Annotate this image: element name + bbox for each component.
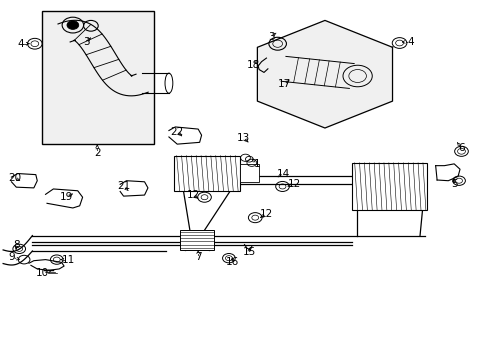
Text: 9: 9 bbox=[8, 252, 15, 262]
Bar bbox=[42, 12, 154, 144]
Text: 4: 4 bbox=[406, 37, 413, 47]
Text: 18: 18 bbox=[246, 59, 259, 69]
Text: 14: 14 bbox=[276, 168, 289, 179]
Text: 6: 6 bbox=[457, 143, 464, 153]
Text: 3: 3 bbox=[82, 37, 89, 47]
Text: 2: 2 bbox=[94, 148, 101, 158]
Bar bbox=[180, 230, 214, 250]
Text: 10: 10 bbox=[36, 268, 49, 278]
Polygon shape bbox=[168, 127, 201, 144]
Text: 12: 12 bbox=[287, 179, 300, 189]
Text: 11: 11 bbox=[61, 255, 75, 265]
Polygon shape bbox=[120, 181, 148, 196]
Polygon shape bbox=[257, 21, 392, 128]
Text: 19: 19 bbox=[60, 192, 73, 202]
Bar bbox=[173, 156, 239, 192]
Bar bbox=[239, 164, 259, 182]
Text: 22: 22 bbox=[170, 127, 183, 136]
Text: 15: 15 bbox=[242, 247, 256, 257]
Text: 7: 7 bbox=[194, 252, 201, 262]
Bar bbox=[351, 163, 427, 211]
Polygon shape bbox=[45, 189, 82, 208]
Polygon shape bbox=[11, 174, 37, 188]
Text: 12: 12 bbox=[259, 209, 272, 219]
Circle shape bbox=[67, 21, 79, 30]
Text: 3: 3 bbox=[267, 32, 274, 41]
Text: 12: 12 bbox=[186, 190, 200, 200]
Text: 17: 17 bbox=[277, 79, 290, 89]
Polygon shape bbox=[29, 260, 64, 270]
Text: 20: 20 bbox=[8, 173, 21, 183]
Text: 16: 16 bbox=[225, 257, 239, 267]
Text: 1: 1 bbox=[253, 159, 260, 169]
Text: 13: 13 bbox=[236, 133, 250, 143]
Text: 21: 21 bbox=[117, 181, 130, 192]
Text: 4: 4 bbox=[18, 39, 24, 49]
Text: 8: 8 bbox=[13, 239, 20, 249]
Text: 5: 5 bbox=[450, 179, 457, 189]
